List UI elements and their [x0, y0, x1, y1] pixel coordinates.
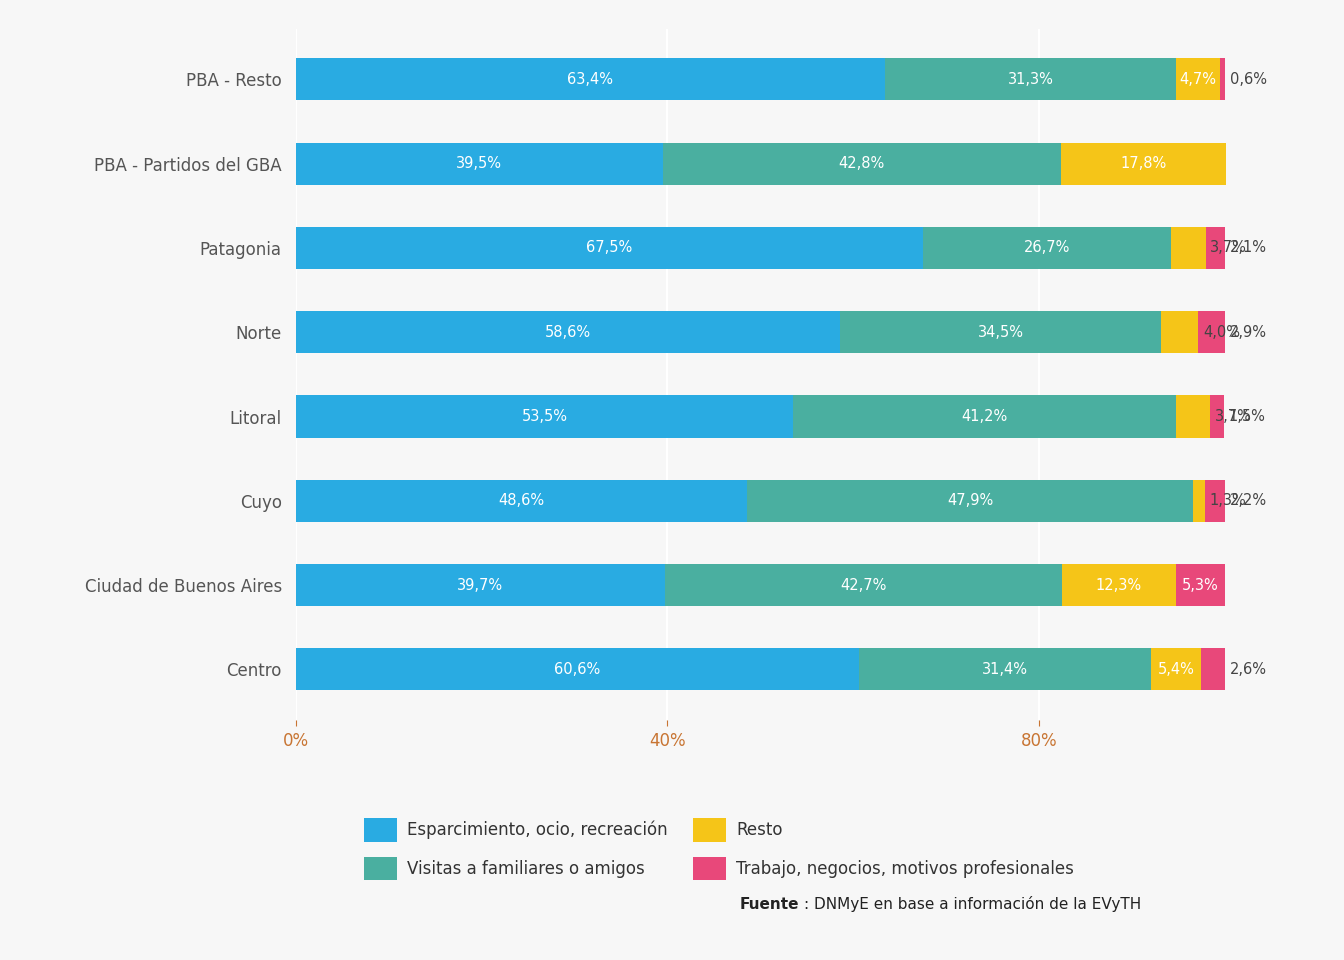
Bar	[663, 143, 1060, 184]
Bar	[840, 311, 1161, 353]
Text: 31,3%: 31,3%	[1008, 72, 1054, 86]
Bar	[1171, 227, 1206, 269]
Text: 4,0%: 4,0%	[1203, 324, 1241, 340]
Text: 42,8%: 42,8%	[839, 156, 884, 171]
Text: 39,5%: 39,5%	[456, 156, 503, 171]
Text: 0,6%: 0,6%	[1230, 72, 1267, 86]
Text: 47,9%: 47,9%	[948, 493, 993, 509]
Text: 48,6%: 48,6%	[499, 493, 544, 509]
Bar	[1219, 59, 1226, 101]
Bar	[296, 648, 859, 690]
Bar	[296, 227, 923, 269]
Bar	[665, 564, 1062, 606]
Text: 2,9%: 2,9%	[1230, 324, 1267, 340]
Legend: Esparcimiento, ocio, recreación, Visitas a familiares o amigos, Resto, Trabajo, : Esparcimiento, ocio, recreación, Visitas…	[364, 818, 1074, 880]
Text: 17,8%: 17,8%	[1121, 156, 1167, 171]
Bar	[1062, 564, 1176, 606]
Text: 31,4%: 31,4%	[982, 662, 1028, 677]
Bar	[296, 564, 665, 606]
Text: 3,7%: 3,7%	[1215, 409, 1251, 424]
Bar	[296, 480, 747, 522]
Text: 26,7%: 26,7%	[1024, 240, 1070, 255]
Text: 12,3%: 12,3%	[1095, 578, 1142, 592]
Bar	[859, 648, 1150, 690]
Bar	[747, 480, 1192, 522]
Text: 39,7%: 39,7%	[457, 578, 503, 592]
Bar	[1060, 143, 1226, 184]
Bar	[1161, 311, 1199, 353]
Text: 67,5%: 67,5%	[586, 240, 633, 255]
Bar	[1176, 396, 1211, 438]
Text: 1,3%: 1,3%	[1210, 493, 1246, 509]
Text: 2,1%: 2,1%	[1230, 240, 1267, 255]
Text: 5,3%: 5,3%	[1183, 578, 1219, 592]
Text: 2,6%: 2,6%	[1230, 662, 1267, 677]
Bar	[1199, 311, 1226, 353]
Text: 53,5%: 53,5%	[521, 409, 567, 424]
Text: 60,6%: 60,6%	[554, 662, 601, 677]
Bar	[1204, 480, 1226, 522]
Text: 1,5%: 1,5%	[1228, 409, 1266, 424]
Bar	[1176, 59, 1219, 101]
Bar	[884, 59, 1176, 101]
Bar	[1202, 648, 1226, 690]
Text: 41,2%: 41,2%	[961, 409, 1008, 424]
Text: 42,7%: 42,7%	[840, 578, 886, 592]
Bar	[1150, 648, 1202, 690]
Bar	[296, 59, 884, 101]
Bar	[1206, 227, 1226, 269]
Text: 4,7%: 4,7%	[1179, 72, 1216, 86]
Bar	[1211, 396, 1224, 438]
Bar	[1192, 480, 1204, 522]
Text: 58,6%: 58,6%	[544, 324, 591, 340]
Text: 34,5%: 34,5%	[977, 324, 1024, 340]
Text: 63,4%: 63,4%	[567, 72, 613, 86]
Bar	[296, 396, 793, 438]
Bar	[1176, 564, 1226, 606]
Text: 5,4%: 5,4%	[1157, 662, 1195, 677]
Bar	[296, 143, 663, 184]
Text: Fuente: Fuente	[739, 897, 798, 912]
Bar	[793, 396, 1176, 438]
Text: : DNMyE en base a información de la EVyTH: : DNMyE en base a información de la EVyT…	[804, 896, 1141, 912]
Text: 3,7%: 3,7%	[1211, 240, 1247, 255]
Bar	[296, 311, 840, 353]
Text: 2,2%: 2,2%	[1230, 493, 1267, 509]
Bar	[923, 227, 1171, 269]
